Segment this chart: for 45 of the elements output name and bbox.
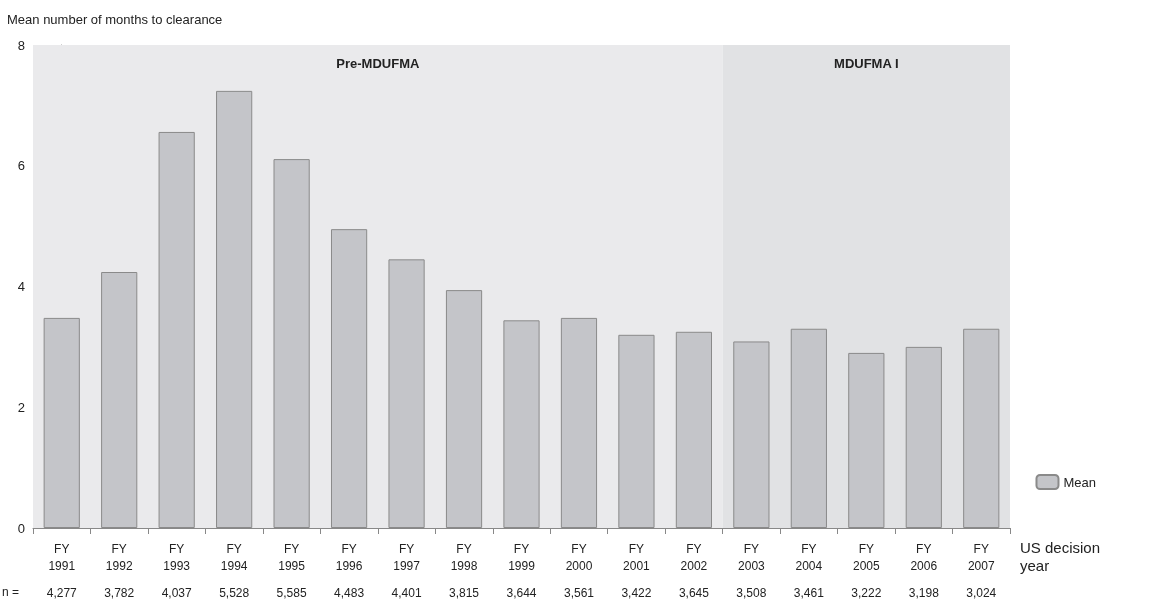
y-tick-label: 4 <box>17 279 25 294</box>
text: 3,508 <box>736 586 767 600</box>
text: 4,037 <box>161 586 193 600</box>
x-tick-label: FY 1998 <box>450 541 478 573</box>
text: 3,461 <box>793 586 825 600</box>
x-tick-label: FY 1995 <box>278 541 306 573</box>
y-tick-label: 6 <box>17 158 25 174</box>
x-tick-label: FY 1993 <box>163 541 191 573</box>
y-tick-label: 0 <box>17 520 25 536</box>
legend-label: Mean <box>1063 474 1097 490</box>
text: 3,644 <box>506 586 537 600</box>
text: 3,024 <box>966 586 997 600</box>
text: 3,815 <box>449 586 480 600</box>
x-axis-title: US decision year <box>1020 538 1101 574</box>
text: 4,401 <box>391 586 422 600</box>
text: 3,422 <box>621 586 652 600</box>
x-tick-label: FY 1994 <box>220 541 248 573</box>
x-tick-label: FY 2000 <box>565 541 593 573</box>
text: 3,782 <box>104 586 135 600</box>
text: 3,222 <box>851 586 882 600</box>
x-tick-label: FY 2006 <box>910 541 938 573</box>
text: 3,561 <box>563 586 595 600</box>
text: 5,585 <box>276 586 307 600</box>
y-tick-label: 2 <box>17 399 25 415</box>
text: n = <box>2 585 20 599</box>
x-tick-label: FY 2007 <box>967 541 995 573</box>
band-label: MDUFMA I <box>834 56 899 71</box>
text: 4,277 <box>46 586 78 600</box>
text: 3,645 <box>678 586 710 600</box>
x-tick-label: FY 1992 <box>105 541 133 573</box>
band-label: Pre-MDUFMA <box>336 56 420 71</box>
x-tick-label: FY 1999 <box>508 541 536 573</box>
y-tick-label: 8 <box>17 37 25 53</box>
x-tick-label: FY 2005 <box>852 541 880 573</box>
x-tick-label: FY 2004 <box>795 541 823 573</box>
x-tick-label: FY 2002 <box>680 541 708 573</box>
text: 5,528 <box>219 586 250 600</box>
text: 3,198 <box>908 586 940 600</box>
x-tick-label: FY 2001 <box>623 541 651 573</box>
text: 4,483 <box>334 586 365 600</box>
y-axis-title: Mean number of months to clearance <box>7 12 223 27</box>
x-tick-label: FY 2003 <box>738 541 766 573</box>
x-tick-label: FY 1996 <box>335 541 363 573</box>
x-tick-label: FY 1991 <box>48 541 76 573</box>
x-tick-label: FY 1997 <box>393 541 421 573</box>
